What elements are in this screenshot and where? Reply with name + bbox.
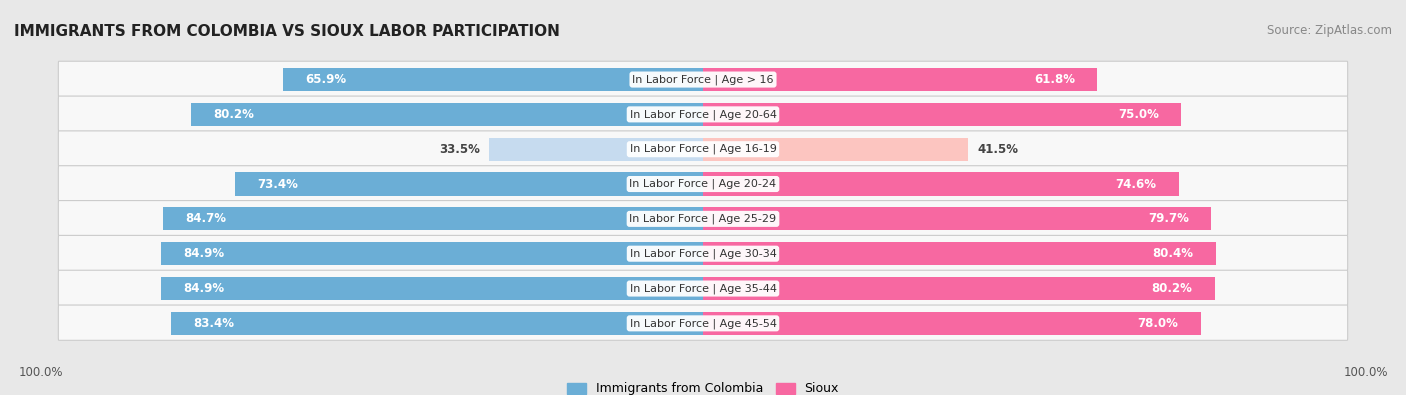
Bar — [703, 312, 1201, 335]
Text: Source: ZipAtlas.com: Source: ZipAtlas.com — [1267, 24, 1392, 37]
Text: 80.2%: 80.2% — [214, 108, 254, 121]
Bar — [162, 277, 703, 300]
FancyBboxPatch shape — [58, 235, 1348, 271]
FancyBboxPatch shape — [58, 166, 1348, 201]
Bar — [163, 207, 703, 230]
Text: In Labor Force | Age 20-24: In Labor Force | Age 20-24 — [630, 179, 776, 189]
Text: In Labor Force | Age 30-34: In Labor Force | Age 30-34 — [630, 248, 776, 259]
Bar — [703, 207, 1212, 230]
Text: 61.8%: 61.8% — [1033, 73, 1076, 86]
FancyBboxPatch shape — [58, 61, 1348, 96]
Text: 100.0%: 100.0% — [18, 366, 63, 379]
Text: 74.6%: 74.6% — [1115, 177, 1157, 190]
Text: 65.9%: 65.9% — [305, 73, 346, 86]
Bar — [172, 312, 703, 335]
Text: 83.4%: 83.4% — [193, 317, 235, 330]
Text: In Labor Force | Age 20-64: In Labor Force | Age 20-64 — [630, 109, 776, 120]
Bar — [703, 68, 1097, 91]
FancyBboxPatch shape — [58, 131, 1348, 166]
Text: In Labor Force | Age 25-29: In Labor Force | Age 25-29 — [630, 214, 776, 224]
FancyBboxPatch shape — [58, 96, 1348, 132]
Bar — [162, 242, 703, 265]
Text: 78.0%: 78.0% — [1137, 317, 1178, 330]
Bar — [235, 173, 703, 196]
Bar — [191, 103, 703, 126]
Text: In Labor Force | Age 16-19: In Labor Force | Age 16-19 — [630, 144, 776, 154]
Text: 80.4%: 80.4% — [1153, 247, 1194, 260]
Text: 75.0%: 75.0% — [1118, 108, 1159, 121]
Bar — [703, 103, 1181, 126]
Text: In Labor Force | Age > 16: In Labor Force | Age > 16 — [633, 74, 773, 85]
Text: In Labor Force | Age 35-44: In Labor Force | Age 35-44 — [630, 283, 776, 294]
Text: 84.9%: 84.9% — [184, 247, 225, 260]
Text: 80.2%: 80.2% — [1152, 282, 1192, 295]
Text: 73.4%: 73.4% — [257, 177, 298, 190]
Legend: Immigrants from Colombia, Sioux: Immigrants from Colombia, Sioux — [567, 382, 839, 395]
Bar — [703, 137, 967, 161]
Bar — [703, 277, 1215, 300]
FancyBboxPatch shape — [58, 270, 1348, 305]
Text: 79.7%: 79.7% — [1149, 213, 1189, 226]
Text: 41.5%: 41.5% — [977, 143, 1018, 156]
Text: 33.5%: 33.5% — [439, 143, 479, 156]
Text: 84.7%: 84.7% — [186, 213, 226, 226]
Text: 84.9%: 84.9% — [184, 282, 225, 295]
Text: 100.0%: 100.0% — [1343, 366, 1388, 379]
FancyBboxPatch shape — [58, 305, 1348, 340]
Bar — [489, 137, 703, 161]
Bar — [703, 173, 1178, 196]
FancyBboxPatch shape — [58, 201, 1348, 236]
Bar — [703, 242, 1216, 265]
Bar — [283, 68, 703, 91]
Text: IMMIGRANTS FROM COLOMBIA VS SIOUX LABOR PARTICIPATION: IMMIGRANTS FROM COLOMBIA VS SIOUX LABOR … — [14, 24, 560, 39]
Text: In Labor Force | Age 45-54: In Labor Force | Age 45-54 — [630, 318, 776, 329]
